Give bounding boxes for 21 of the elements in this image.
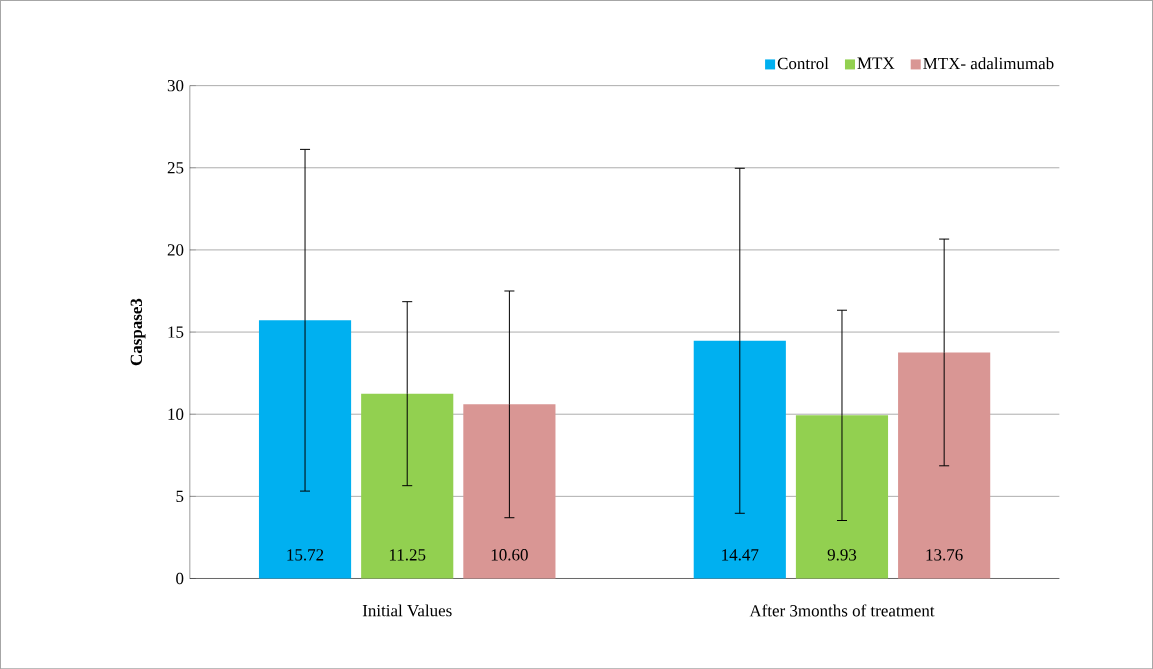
y-tick-label: 25 — [167, 161, 184, 174]
x-tick-label: Initial Values — [362, 604, 452, 617]
x-tick-label: After 3months of treatment — [749, 604, 935, 617]
y-tick-label: 5 — [176, 490, 184, 502]
data-label: 13.76 — [926, 549, 963, 561]
y-tick-label: 20 — [167, 244, 184, 256]
data-label: 9.93 — [827, 549, 857, 561]
y-axis-title: Caspase3 — [130, 298, 146, 366]
data-label: 11.25 — [389, 549, 426, 561]
bar — [898, 352, 991, 579]
y-tick-label: 15 — [168, 326, 184, 338]
legend-label: MTX- adalimumab — [923, 57, 1054, 70]
data-label: 10.60 — [491, 549, 528, 561]
data-label: 14.47 — [722, 549, 759, 561]
legend-label: MTX — [857, 57, 895, 69]
bar — [361, 393, 454, 579]
y-tick-label: 30 — [167, 79, 184, 92]
y-tick-label: 0 — [176, 572, 184, 585]
data-label: 15.72 — [287, 549, 324, 561]
y-tick-label: 10 — [168, 408, 184, 420]
legend-label: Control — [777, 57, 829, 70]
